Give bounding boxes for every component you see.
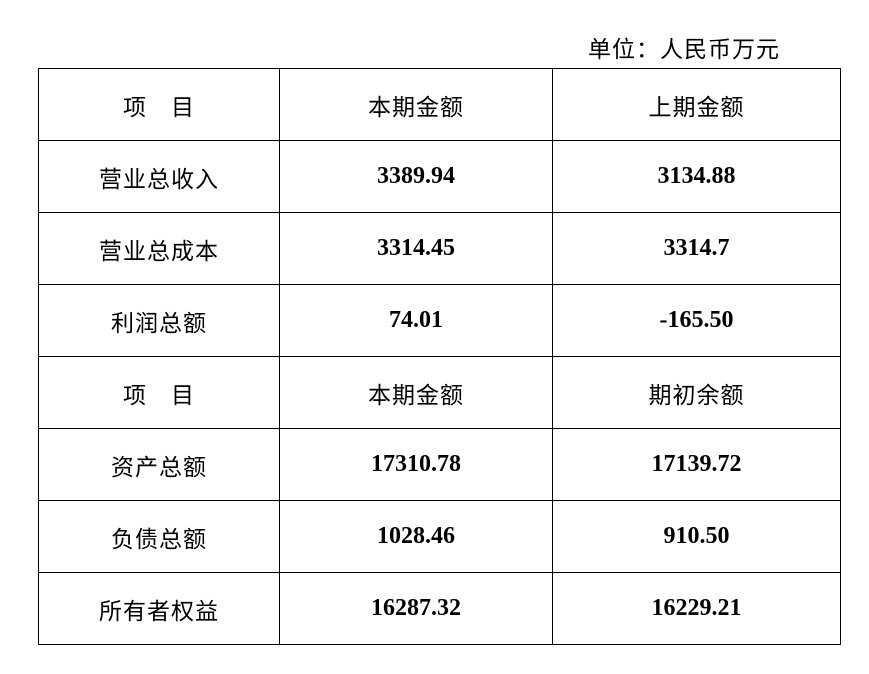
table-row: 营业总成本 3314.45 3314.7 bbox=[38, 212, 841, 285]
unit-label: 单位：人民币万元 bbox=[588, 37, 780, 63]
value-cell: -165.50 bbox=[552, 284, 841, 357]
column-header: 项 目 bbox=[38, 356, 280, 429]
row-label: 营业总收入 bbox=[38, 140, 280, 213]
table-row: 负债总额 1028.46 910.50 bbox=[38, 500, 841, 573]
column-header: 项 目 bbox=[38, 68, 280, 141]
table-row: 利润总额 74.01 -165.50 bbox=[38, 284, 841, 357]
row-label: 资产总额 bbox=[38, 428, 280, 501]
value-cell: 16287.32 bbox=[279, 572, 553, 645]
value-cell: 3134.88 bbox=[552, 140, 841, 213]
financial-summary-table: 项 目本期金额 上期金额 营业总收入 3389.94 3134.88 营业总成本 3314.… bbox=[38, 68, 841, 645]
value-cell: 910.50 bbox=[552, 500, 841, 573]
table-header-row: 项 目本期金额 期初余额 bbox=[38, 356, 841, 429]
value-cell: 1028.46 bbox=[279, 500, 553, 573]
row-label: 所有者权益 bbox=[38, 572, 280, 645]
table-row: 所有者权益 16287.32 16229.21 bbox=[38, 572, 841, 645]
row-label: 利润总额 bbox=[38, 284, 280, 357]
value-cell: 17310.78 bbox=[279, 428, 553, 501]
value-cell: 17139.72 bbox=[552, 428, 841, 501]
row-label: 营业总成本 bbox=[38, 212, 280, 285]
table-header-row: 项 目本期金额 上期金额 bbox=[38, 68, 841, 141]
value-cell: 16229.21 bbox=[552, 572, 841, 645]
table-row: 营业总收入 3389.94 3134.88 bbox=[38, 140, 841, 213]
column-header: 上期金额 bbox=[552, 68, 841, 141]
value-cell: 3314.7 bbox=[552, 212, 841, 285]
value-cell: 74.01 bbox=[279, 284, 553, 357]
column-header: 期初余额 bbox=[552, 356, 841, 429]
value-cell: 3314.45 bbox=[279, 212, 553, 285]
table-row: 资产总额 17310.78 17139.72 bbox=[38, 428, 841, 501]
row-label: 负债总额 bbox=[38, 500, 280, 573]
value-cell: 3389.94 bbox=[279, 140, 553, 213]
column-header: 本期金额 bbox=[279, 68, 553, 141]
column-header: 本期金额 bbox=[279, 356, 553, 429]
